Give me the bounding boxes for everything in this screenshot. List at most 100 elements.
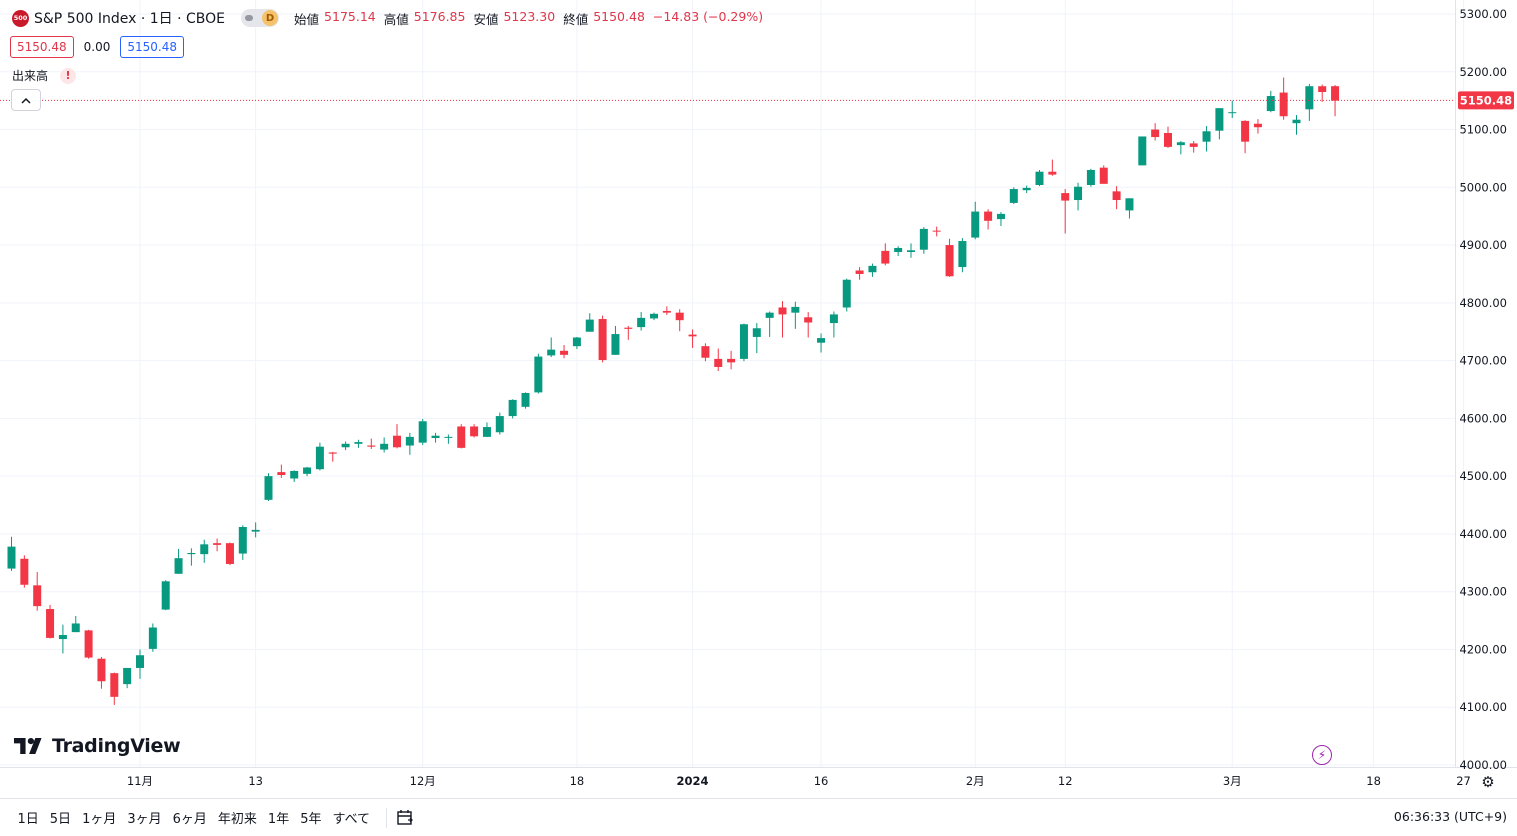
candle (238, 525, 247, 560)
candle-body (804, 317, 813, 323)
price-axis[interactable]: 5300.00 5200.00 5100.00 5000.00 4900.00 4800.… (1459, 7, 1507, 772)
price-chart[interactable]: 5300.005200.005100.005000.004900.004800.… (0, 0, 1517, 797)
candle (328, 451, 337, 462)
candle-body (20, 558, 29, 585)
candle (1074, 182, 1083, 211)
change-value: −14.83 (−0.29%) (652, 8, 764, 24)
symbol-logo-icon[interactable]: 500 (12, 9, 29, 27)
range-1m-button[interactable]: 1ヶ月 (82, 812, 117, 827)
candle-body (1215, 108, 1224, 131)
candle (521, 392, 530, 409)
volume-label[interactable]: 出来高 (12, 69, 49, 83)
range-5d-button[interactable]: 5日 (49, 812, 72, 827)
tradingview-logo-icon (14, 738, 42, 754)
candle (97, 656, 106, 689)
candle-body (624, 327, 633, 329)
price-tick-label: 4700.00 (1459, 354, 1507, 368)
range-6m-button[interactable]: 6ヶ月 (172, 812, 207, 827)
candle (200, 539, 209, 563)
ask-price-box[interactable]: 5150.48 (120, 36, 184, 58)
candle (624, 325, 633, 340)
candle-body (868, 265, 877, 273)
candle-body (778, 307, 787, 315)
candle (637, 312, 646, 331)
lightning-icon[interactable]: ⚡ (1312, 745, 1332, 765)
range-ytd-button[interactable]: 年初来 (217, 812, 257, 827)
candle (1253, 119, 1262, 134)
candle-body (187, 552, 196, 555)
price-tick-label: 4800.00 (1459, 296, 1507, 310)
candle-body (1009, 189, 1018, 203)
market-closed-icon (245, 15, 254, 21)
time-tick-label: 2024 (677, 774, 709, 788)
candle (1228, 100, 1237, 118)
range-1y-button[interactable]: 1年 (267, 812, 290, 827)
candle-body (996, 213, 1005, 220)
candle (1022, 185, 1031, 194)
candle (303, 466, 312, 477)
candle (1189, 141, 1198, 153)
calendar-goto-icon[interactable] (395, 809, 415, 827)
clock-timezone[interactable]: 06:36:33 (UTC+9) (1393, 809, 1507, 824)
candle (958, 238, 967, 273)
time-tick-label: 18 (570, 774, 585, 788)
candle (1086, 168, 1095, 187)
range-all-button[interactable]: すべて (332, 812, 371, 827)
candle-body (200, 544, 209, 555)
candle-body (521, 392, 530, 407)
candle-body (1099, 167, 1108, 184)
bottom-toolbar: 1日 5日 1ヶ月 3ヶ月 6ヶ月 年初来 1年 5年 すべて 06:36:33… (0, 798, 1517, 836)
low-value: 5123.30 (503, 8, 556, 24)
bid-price-box[interactable]: 5150.48 (10, 36, 74, 58)
candle-body (1266, 96, 1275, 112)
candle-body (932, 230, 941, 232)
candle (508, 399, 517, 419)
candle-body (637, 317, 646, 328)
candle (418, 418, 427, 445)
time-tick-label: 11月 (127, 774, 153, 788)
candle-body (894, 247, 903, 253)
symbol-title[interactable]: S&P 500 Index · 1日 · CBOE (34, 11, 226, 27)
candle-body (97, 658, 106, 682)
candle (817, 333, 826, 353)
time-tick-label: 12 (1058, 774, 1073, 788)
candle-body (136, 655, 144, 668)
candle-body (727, 358, 736, 363)
price-tick-label: 4400.00 (1459, 527, 1507, 541)
candle-body (238, 526, 247, 554)
candle (932, 226, 941, 237)
time-tick-label: 12月 (410, 774, 436, 788)
candle (431, 432, 440, 443)
range-1d-button[interactable]: 1日 (17, 812, 39, 827)
candle (675, 309, 684, 332)
range-3m-button[interactable]: 3ヶ月 (127, 812, 162, 827)
candle-body (688, 334, 697, 337)
chart-grid (0, 0, 1517, 768)
candle (842, 278, 851, 312)
candle (457, 424, 466, 449)
tradingview-logo[interactable]: TradingView (14, 735, 181, 757)
collapse-legend-button[interactable] (11, 89, 41, 111)
candle-body (277, 472, 286, 475)
candle (650, 312, 658, 321)
candle-body (675, 312, 684, 321)
settings-gear-icon[interactable]: ⚙ (1481, 773, 1495, 791)
candle-body (765, 312, 774, 318)
candle-body (225, 543, 234, 564)
candle-body (470, 426, 479, 437)
range-5y-button[interactable]: 5年 (300, 812, 322, 827)
market-status-pill[interactable]: D (241, 9, 280, 27)
candle-body (213, 543, 222, 545)
candle (354, 439, 363, 448)
candle (495, 412, 504, 435)
candle-body (958, 241, 967, 268)
candle-body (1228, 112, 1237, 114)
candle-body (123, 667, 132, 685)
warning-icon[interactable]: ! (60, 67, 77, 84)
candle-body (354, 442, 363, 444)
candle-body (752, 328, 761, 337)
ohlc-legend: 始値 5175.14 高値 5176.85 安値 5123.30 終値 5150.48 … (294, 9, 766, 28)
candle-body (161, 581, 170, 610)
time-axis[interactable]: 11月 13 12月 18 2024 16 2月 12 3月 18 27 (127, 774, 1471, 788)
candle (277, 464, 286, 478)
